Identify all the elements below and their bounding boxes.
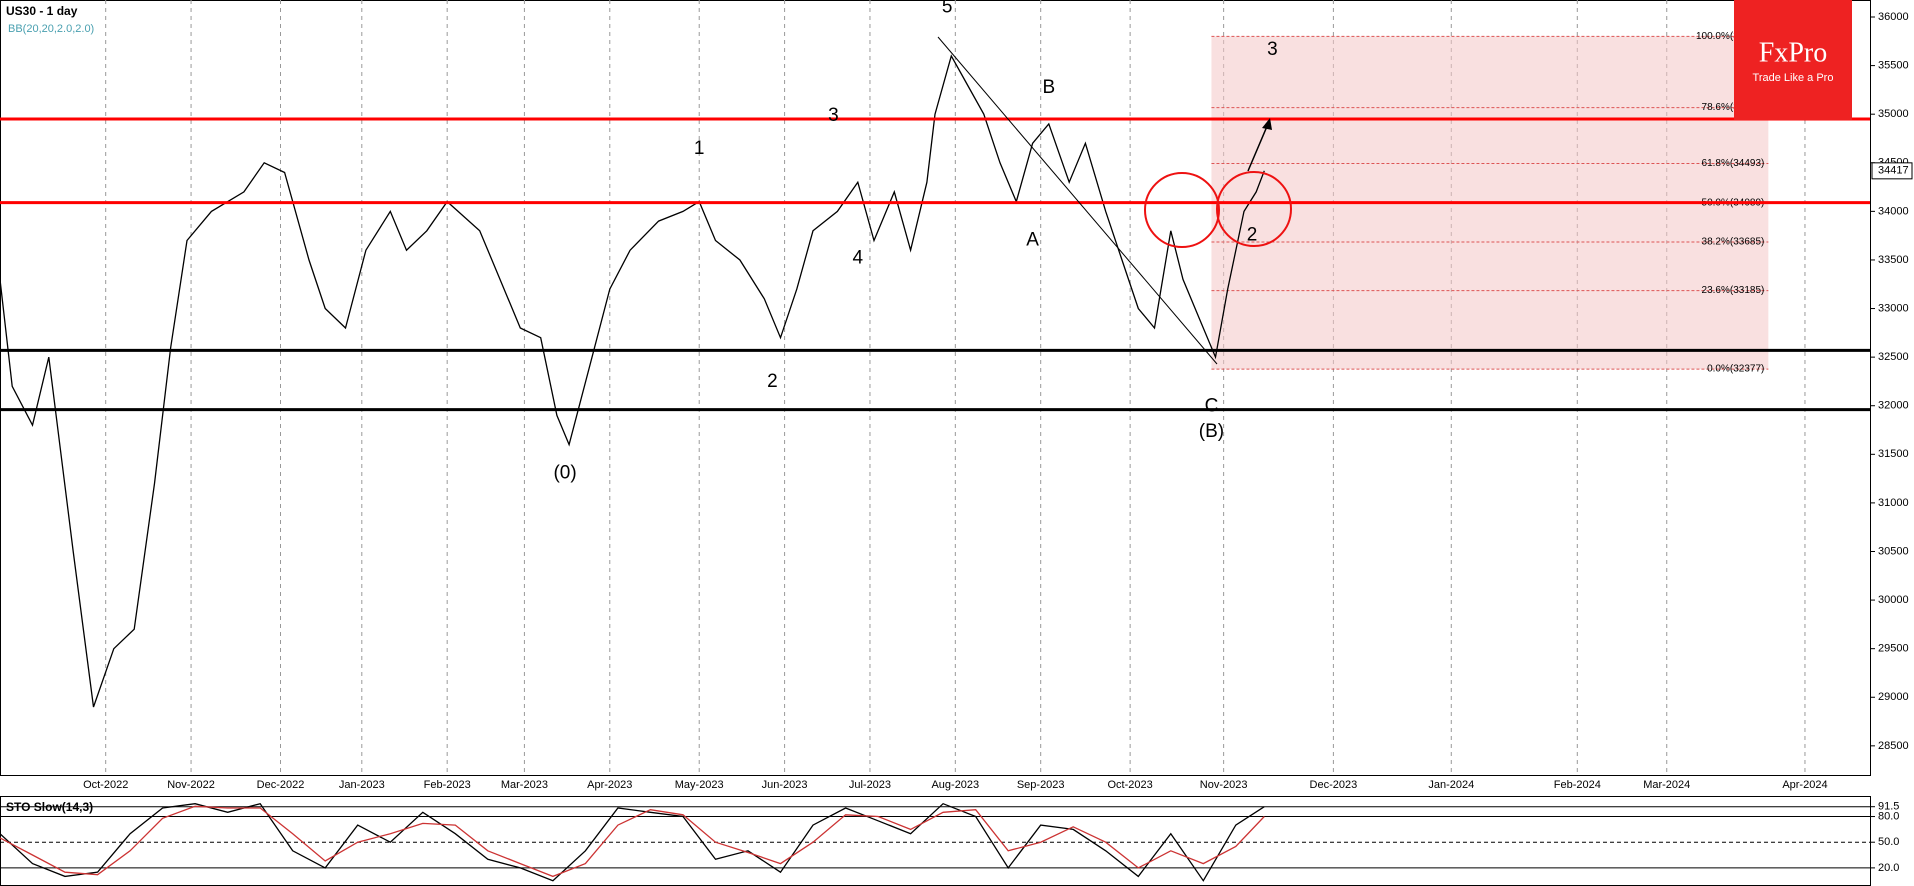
y-tick-label: 20.0 xyxy=(1878,862,1899,874)
x-tick-label: Apr-2024 xyxy=(1782,779,1827,791)
x-tick-label: Nov-2022 xyxy=(167,779,215,791)
y-tick-label: 30500 xyxy=(1878,545,1909,557)
x-tick-label: Aug-2023 xyxy=(931,779,979,791)
y-tick-label: 50.0 xyxy=(1878,836,1899,848)
y-tick-label: 29500 xyxy=(1878,643,1909,655)
arrow xyxy=(1247,123,1269,172)
x-tick-label: Nov-2023 xyxy=(1200,779,1248,791)
x-tick-label: May-2023 xyxy=(675,779,724,791)
wave-label: 2 xyxy=(767,371,778,392)
wave-label: B xyxy=(1042,77,1055,98)
fib-label: 0.0%(32377) xyxy=(1707,364,1764,375)
highlight-circle xyxy=(1144,172,1220,248)
wave-label: (B) xyxy=(1199,421,1224,442)
chart-title: US30 - 1 day xyxy=(6,4,78,18)
price-line xyxy=(0,802,1265,882)
x-tick-label: Jan-2024 xyxy=(1428,779,1474,791)
y-tick-label: 36000 xyxy=(1878,11,1909,23)
logo-name: FxPro xyxy=(1759,37,1827,68)
logo-tagline: Trade Like a Pro xyxy=(1753,72,1834,84)
y-tick-label: 28500 xyxy=(1878,740,1909,752)
price-line xyxy=(0,805,1265,878)
main-frame xyxy=(0,0,1871,776)
arrow-head xyxy=(1262,118,1272,130)
wave-label: 5 xyxy=(942,0,953,17)
trend-line xyxy=(937,36,1218,365)
y-tick-label: 80.0 xyxy=(1878,810,1899,822)
x-tick-label: Sep-2023 xyxy=(1017,779,1065,791)
wave-label: 3 xyxy=(1267,39,1278,60)
y-tick-label: 34000 xyxy=(1878,205,1909,217)
y-tick-label: 31500 xyxy=(1878,448,1909,460)
chart-subtitle: BB(20,20,2.0,2.0) xyxy=(8,23,94,35)
x-tick-label: Jul-2023 xyxy=(849,779,891,791)
y-tick-label: 33500 xyxy=(1878,254,1909,266)
y-tick-label: 32500 xyxy=(1878,351,1909,363)
fib-label: 78.6%(35068) xyxy=(1702,102,1765,113)
sto-title: STO Slow(14,3) xyxy=(6,800,93,814)
wave-label: 1 xyxy=(694,138,705,159)
y-tick-label: 91.5 xyxy=(1878,801,1899,813)
x-tick-label: Oct-2022 xyxy=(83,779,128,791)
x-tick-label: Apr-2023 xyxy=(587,779,632,791)
fib-label: 61.8%(34493) xyxy=(1702,158,1765,169)
wave-label: (0) xyxy=(553,463,576,484)
y-tick-label: 33000 xyxy=(1878,302,1909,314)
logo-box xyxy=(1734,0,1852,120)
x-tick-label: Feb-2023 xyxy=(424,779,471,791)
x-tick-label: Dec-2023 xyxy=(1310,779,1358,791)
x-tick-label: Mar-2023 xyxy=(501,779,548,791)
fib-label: 23.6%(33185) xyxy=(1702,285,1765,296)
wave-label: A xyxy=(1026,230,1039,251)
highlight-circle xyxy=(1216,171,1292,247)
wave-label: 2 xyxy=(1247,225,1258,246)
fib-label: 38.2%(33685) xyxy=(1702,237,1765,248)
last-price: 34417 xyxy=(1878,165,1909,177)
x-tick-label: Dec-2022 xyxy=(257,779,305,791)
wave-label: 3 xyxy=(828,105,839,126)
wave-label: 4 xyxy=(852,248,863,269)
y-tick-label: 29000 xyxy=(1878,691,1909,703)
x-tick-label: Jun-2023 xyxy=(762,779,808,791)
fib-label: 100.0%(35801) xyxy=(1696,31,1764,42)
y-tick-label: 31000 xyxy=(1878,497,1909,509)
x-tick-label: Oct-2023 xyxy=(1108,779,1153,791)
y-tick-label: 30000 xyxy=(1878,594,1909,606)
x-tick-label: Mar-2024 xyxy=(1643,779,1690,791)
last-price-box xyxy=(1871,162,1913,180)
y-tick-label: 32000 xyxy=(1878,400,1909,412)
y-tick-label: 35500 xyxy=(1878,60,1909,72)
x-tick-label: Feb-2024 xyxy=(1554,779,1601,791)
wave-label: C xyxy=(1205,395,1219,416)
y-tick-label: 35000 xyxy=(1878,108,1909,120)
x-tick-label: Jan-2023 xyxy=(339,779,385,791)
